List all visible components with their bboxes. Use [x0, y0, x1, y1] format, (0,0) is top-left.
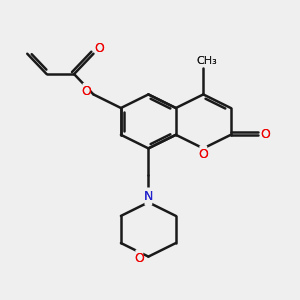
Text: CH₃: CH₃ [196, 56, 217, 66]
Text: O: O [94, 42, 104, 56]
Text: CH₃: CH₃ [196, 56, 217, 66]
Text: N: N [144, 190, 153, 203]
Text: O: O [198, 148, 208, 161]
Text: O: O [94, 42, 104, 56]
Text: O: O [134, 252, 144, 265]
Text: O: O [134, 252, 144, 265]
Text: O: O [81, 85, 91, 98]
Text: O: O [260, 128, 270, 141]
Text: O: O [81, 85, 91, 98]
Text: O: O [260, 128, 270, 141]
Text: O: O [198, 148, 208, 161]
Text: N: N [144, 190, 153, 203]
